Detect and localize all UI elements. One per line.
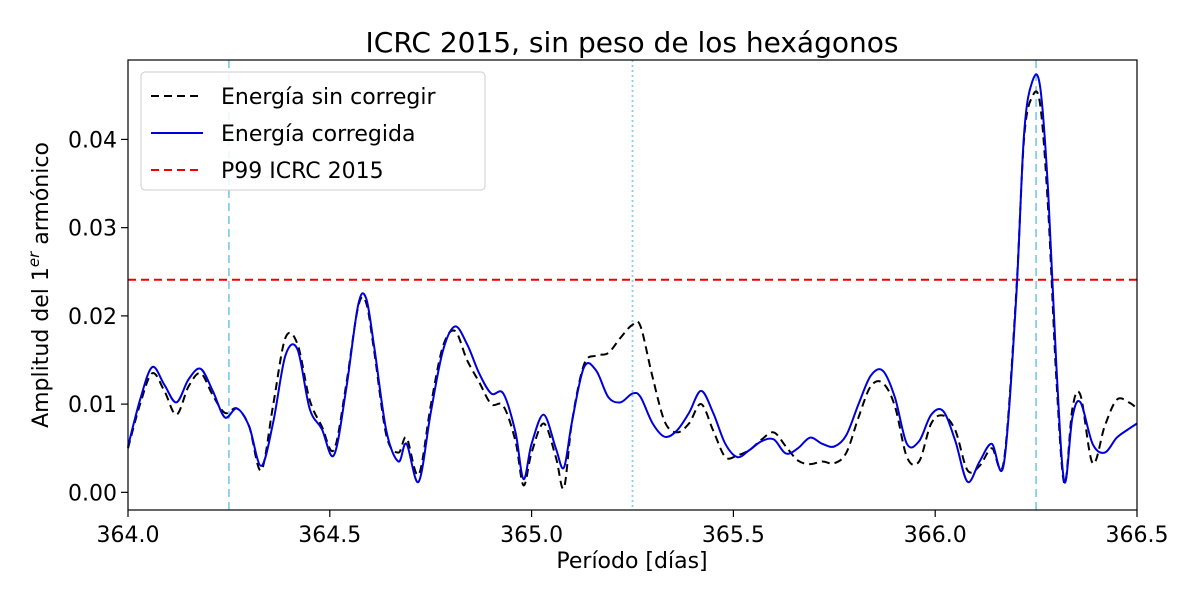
x-tick-label: 365.5 (702, 523, 765, 548)
series-lines (127, 73, 1138, 490)
legend: Energía sin corregir Energía corregida P99… (140, 71, 486, 191)
x-tick-label: 364.5 (298, 523, 361, 548)
chart-title: ICRC 2015, sin peso de los hexágonos (366, 26, 899, 59)
y-axis-label: Amplitud del 1er armónico (25, 142, 54, 428)
y-tick-label: 0.02 (68, 305, 117, 330)
y-tick-label: 0.00 (68, 481, 117, 506)
x-tick-label: 366.0 (904, 523, 967, 548)
legend-label-1: Energía corregida (221, 122, 415, 147)
x-axis: 364.0 364.5 365.0 365.5 366.0 366.5 (97, 510, 1169, 548)
plot-frame (127, 59, 1138, 511)
x-tick-label: 364.0 (97, 523, 160, 548)
legend-label-0: Energía sin corregir (221, 85, 436, 110)
y-axis-label-suffix: armónico (29, 142, 54, 252)
x-tick-label: 365.0 (500, 523, 563, 548)
y-tick-label: 0.03 (68, 217, 117, 242)
x-tick-label: 366.5 (1106, 523, 1169, 548)
y-axis-label-superscript: er (25, 251, 43, 267)
x-axis-label: Período [días] (556, 549, 707, 574)
y-tick-label: 0.01 (68, 393, 117, 418)
legend-box (140, 71, 486, 191)
y-tick-label: 0.04 (68, 128, 117, 153)
y-axis-label-prefix: Amplitud del 1 (29, 267, 54, 428)
y-axis: 0.00 0.01 0.02 0.03 0.04 (68, 128, 128, 506)
legend-label-2: P99 ICRC 2015 (221, 159, 384, 184)
reference-vlines (227, 60, 1037, 510)
series-line-1 (127, 73, 1138, 484)
